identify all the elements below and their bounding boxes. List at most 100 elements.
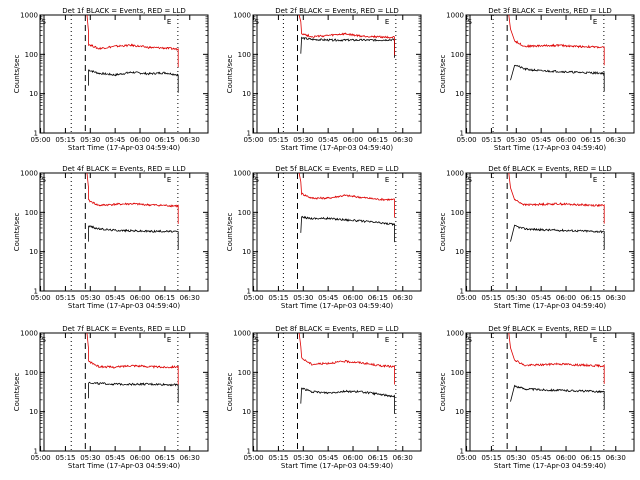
x-tick-label: 06:15 (581, 136, 601, 144)
x-tick-label: 06:15 (581, 454, 601, 462)
y-tick-label: 1000 (446, 330, 464, 338)
y-tick-label: 10 (455, 90, 464, 98)
y-axis-label: Counts/sec (226, 55, 234, 94)
x-tick-label: 05:45 (105, 454, 125, 462)
y-axis-label: Counts/sec (439, 213, 447, 252)
y-tick-label: 1000 (233, 12, 251, 20)
y-tick-label: 10 (29, 408, 38, 416)
x-tick-label: 05:15 (55, 136, 75, 144)
x-axis-label: Start Time (17-Apr-03 04:59:40) (281, 144, 393, 152)
s-marker: S (255, 18, 260, 26)
x-tick-label: 06:15 (155, 294, 175, 302)
plot-frame (465, 332, 635, 452)
e-marker: E (167, 176, 171, 184)
x-tick-label: 06:15 (368, 454, 388, 462)
x-tick-label: 06:15 (155, 454, 175, 462)
lld-series-line (86, 14, 179, 68)
x-tick-label: 05:00 (30, 294, 50, 302)
plot-frame (465, 172, 635, 292)
events-series-line (300, 36, 395, 58)
e-marker: E (593, 336, 597, 344)
x-tick-label: 05:00 (243, 294, 263, 302)
x-tick-label: 05:30 (80, 294, 100, 302)
x-tick-label: 05:30 (293, 454, 313, 462)
x-tick-label: 06:30 (393, 294, 413, 302)
panel-title: Det 7f BLACK = Events, RED = LLD (62, 325, 185, 333)
x-tick-label: 06:15 (368, 294, 388, 302)
x-axis-label: Start Time (17-Apr-03 04:59:40) (281, 462, 393, 470)
s-marker: S (468, 176, 473, 184)
y-tick-label: 100 (238, 209, 251, 217)
events-series-line (510, 224, 605, 250)
x-tick-label: 05:15 (481, 294, 501, 302)
y-tick-label: 10 (29, 248, 38, 256)
s-marker: S (468, 18, 473, 26)
panel-det-3: Det 3f BLACK = Events, RED = LLD 1 10 100 10… (439, 7, 635, 152)
x-tick-label: 06:30 (606, 136, 626, 144)
x-tick-label: 05:45 (105, 294, 125, 302)
x-tick-label: 06:00 (343, 136, 363, 144)
y-axis-label: Counts/sec (13, 213, 21, 252)
y-tick-label: 1000 (446, 170, 464, 178)
x-tick-label: 06:00 (556, 454, 576, 462)
panel-det-6: Det 6f BLACK = Events, RED = LLD 1 10 100 10… (439, 165, 635, 310)
panel-title: Det 5f BLACK = Events, RED = LLD (275, 165, 398, 173)
x-tick-label: 05:15 (268, 454, 288, 462)
lld-series-line (298, 332, 395, 385)
x-tick-label: 05:45 (531, 136, 551, 144)
panel-title: Det 3f BLACK = Events, RED = LLD (488, 7, 611, 15)
e-marker: E (385, 18, 389, 26)
x-tick-label: 05:00 (456, 294, 476, 302)
x-tick-label: 06:00 (343, 294, 363, 302)
x-tick-label: 05:15 (268, 294, 288, 302)
x-tick-label: 05:15 (268, 136, 288, 144)
lld-series-line (298, 172, 395, 218)
x-tick-label: 05:45 (318, 294, 338, 302)
x-tick-label: 06:30 (606, 294, 626, 302)
panel-det-8: Det 8f BLACK = Events, RED = LLD 1 10 100 10… (226, 325, 422, 470)
x-tick-label: 06:00 (556, 136, 576, 144)
panel-det-1: Det 1f BLACK = Events, RED = LLD 1 10 100 10… (13, 7, 209, 152)
x-tick-label: 05:00 (30, 136, 50, 144)
events-series-line (88, 381, 179, 403)
y-tick-label: 1000 (233, 330, 251, 338)
events-series-line (510, 384, 605, 410)
panel-det-4: Det 4f BLACK = Events, RED = LLD 1 10 100 10… (13, 165, 209, 310)
lld-series-line (86, 332, 179, 385)
y-tick-label: 1 (34, 288, 38, 296)
plot-frame (39, 332, 209, 452)
plot-frame (252, 332, 422, 452)
plot-frame (39, 14, 209, 134)
plot-frame (465, 14, 635, 134)
y-tick-label: 1000 (20, 330, 38, 338)
y-tick-label: 100 (451, 209, 464, 217)
y-axis-label: Counts/sec (226, 213, 234, 252)
y-tick-label: 1 (460, 130, 464, 138)
lld-series-line (298, 14, 395, 56)
x-tick-label: 05:30 (506, 136, 526, 144)
x-tick-label: 05:00 (243, 136, 263, 144)
panel-title: Det 2f BLACK = Events, RED = LLD (275, 7, 398, 15)
lld-series-line (508, 172, 605, 224)
x-tick-label: 06:30 (393, 454, 413, 462)
y-tick-label: 100 (238, 369, 251, 377)
e-marker: E (593, 176, 597, 184)
x-tick-label: 05:45 (318, 136, 338, 144)
x-tick-label: 06:00 (130, 136, 150, 144)
y-tick-label: 10 (242, 90, 251, 98)
x-tick-label: 06:30 (606, 454, 626, 462)
x-tick-label: 06:30 (180, 136, 200, 144)
e-marker: E (167, 18, 171, 26)
x-tick-label: 05:30 (80, 136, 100, 144)
events-series-line (300, 387, 395, 414)
y-axis-label: Counts/sec (439, 373, 447, 412)
s-marker: S (255, 176, 260, 184)
y-tick-label: 1000 (20, 12, 38, 20)
panel-det-7: Det 7f BLACK = Events, RED = LLD 1 10 100 10… (13, 325, 209, 470)
x-tick-label: 05:30 (293, 294, 313, 302)
s-marker: S (42, 336, 47, 344)
lld-series-line (86, 172, 179, 224)
x-axis-label: Start Time (17-Apr-03 04:59:40) (494, 144, 606, 152)
y-tick-label: 1000 (233, 170, 251, 178)
